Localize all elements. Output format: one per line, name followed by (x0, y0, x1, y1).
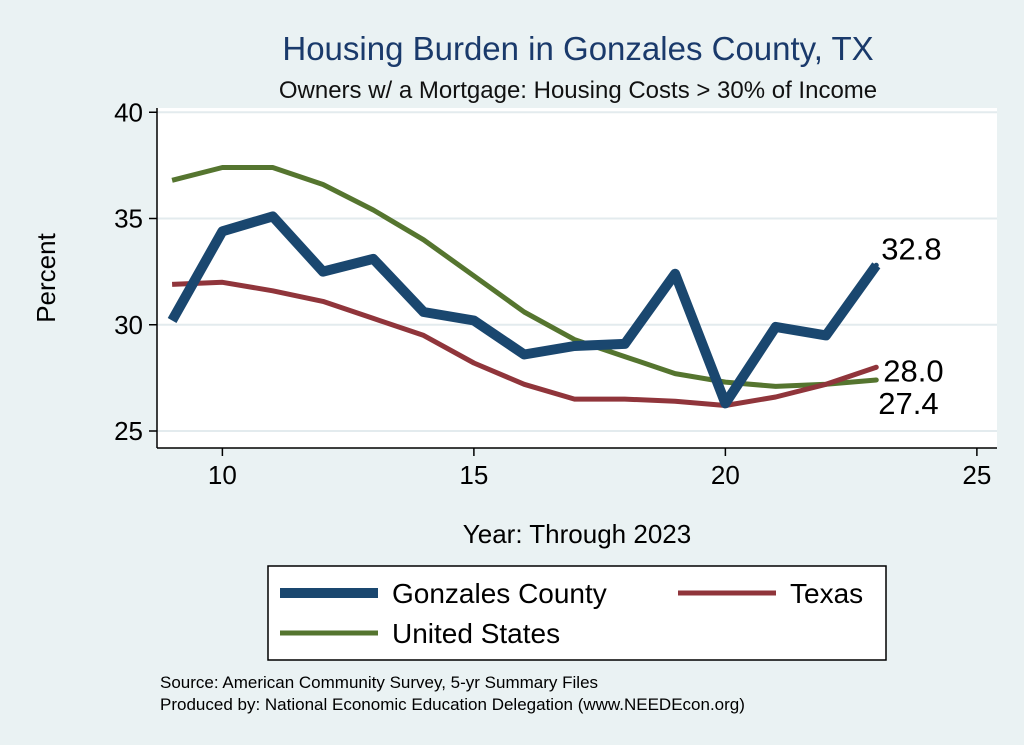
x-tick-label-15: 15 (459, 460, 488, 490)
chart-title: Housing Burden in Gonzales County, TX (282, 30, 873, 67)
end-point-gonzales (873, 262, 879, 268)
y-tick-label-35: 35 (114, 204, 143, 234)
end-label-gonzales: 32.8 (881, 231, 941, 266)
x-tick-label-25: 25 (962, 460, 991, 490)
grid-lines (157, 111, 997, 432)
series-line-us (171, 165, 877, 389)
legend: Gonzales County Texas United States (267, 565, 887, 661)
end-point-texas (873, 364, 879, 370)
legend-label-gonzales: Gonzales County (392, 578, 607, 609)
legend-label-us: United States (392, 618, 560, 649)
producer-note: Produced by: National Economic Education… (160, 695, 745, 714)
x-tick-label-10: 10 (208, 460, 237, 490)
y-axis-label: Percent (31, 232, 61, 322)
y-tick-label-30: 30 (114, 310, 143, 340)
series-lines (167, 165, 881, 409)
end-label-texas: 28.0 (883, 353, 943, 388)
legend-box (267, 565, 887, 661)
x-axis-label: Year: Through 2023 (463, 519, 691, 549)
end-labels: 32.8 28.027.4 (873, 231, 944, 421)
end-point-us (873, 377, 879, 383)
x-axis: 10 15 20 25 (157, 447, 997, 490)
chart-subtitle: Owners w/ a Mortgage: Housing Costs > 30… (279, 77, 877, 104)
y-tick-label-25: 25 (114, 416, 143, 446)
series-line-texas (171, 279, 878, 408)
source-note: Source: American Community Survey, 5-yr … (160, 673, 598, 692)
y-axis: 25 30 35 40 (114, 97, 158, 448)
plot-area (157, 108, 997, 448)
end-label-us: 27.4 (878, 386, 938, 421)
x-tick-label-20: 20 (711, 460, 740, 490)
legend-label-texas: Texas (790, 578, 863, 609)
series-line-gonzales (167, 211, 881, 409)
y-tick-label-40: 40 (114, 97, 143, 127)
